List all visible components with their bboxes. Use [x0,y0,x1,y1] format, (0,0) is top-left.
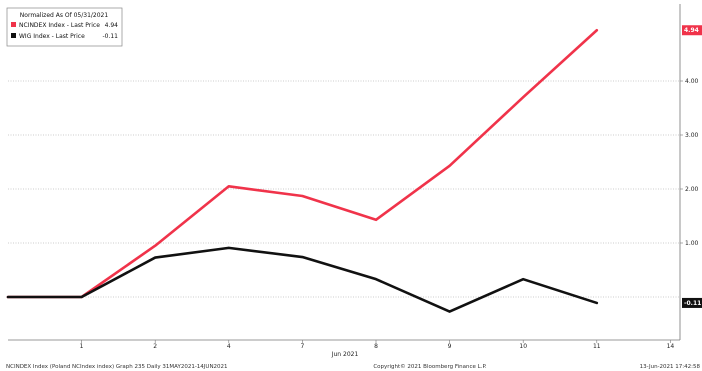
legend-title: Normalized As Of 05/31/2021 [20,12,109,19]
last-value-badge-text: 4.94 [684,27,699,34]
x-tick-label: 2 [153,343,157,350]
legend-swatch-ncindex [11,22,16,27]
x-tick-label: 10 [519,343,527,350]
y-tick-label: 4.00 [685,78,699,85]
x-tick-label: 8 [374,343,378,350]
footer-source: NCINDEX Index (Poland NCIndex index) Gra… [6,364,228,370]
legend-value-wig: -0.11 [102,33,118,40]
last-value-badge-wig [682,297,702,308]
series-line-ncindex [6,28,599,299]
x-tick-label: 9 [448,343,452,350]
x-tick-label: 1 [80,343,84,350]
footer-copyright: Copyright© 2021 Bloomberg Finance L.P. [373,363,487,370]
x-tick-label: 4 [227,343,231,350]
y-tick-label: 3.00 [685,132,699,139]
legend-label-ncindex: NCINDEX Index - Last Price [19,22,100,29]
y-tick-labels: 1.00 2.00 3.00 4.00 [680,78,699,247]
x-tick-label: 11 [593,343,601,350]
axes [8,4,681,341]
x-tick-label: 7 [300,343,304,350]
series-line-wig [6,246,599,313]
legend: Normalized As Of 05/31/2021 NCINDEX Inde… [6,7,123,47]
series-lines [6,28,599,313]
last-value-badge-text: -0.11 [684,300,701,307]
legend-box [6,7,123,47]
x-axis-month-label: Jun 2021 [331,351,359,358]
legend-label-wig: WIG Index - Last Price [19,33,85,40]
grid-lines [8,80,680,298]
x-tick-labels: 1 2 4 7 8 9 10 11 14 [80,340,675,350]
y-tick-label: 2.00 [685,186,699,193]
legend-value-ncindex: 4.94 [105,22,119,29]
last-value-badge-ncindex [682,25,702,36]
footer-timestamp: 13-Jun-2021 17:42:58 [640,364,701,370]
last-value-badges: 4.94 -0.11 [682,25,702,308]
legend-swatch-wig [11,33,16,38]
x-tick-label: 14 [667,343,675,350]
y-tick-label: 1.00 [685,240,699,247]
